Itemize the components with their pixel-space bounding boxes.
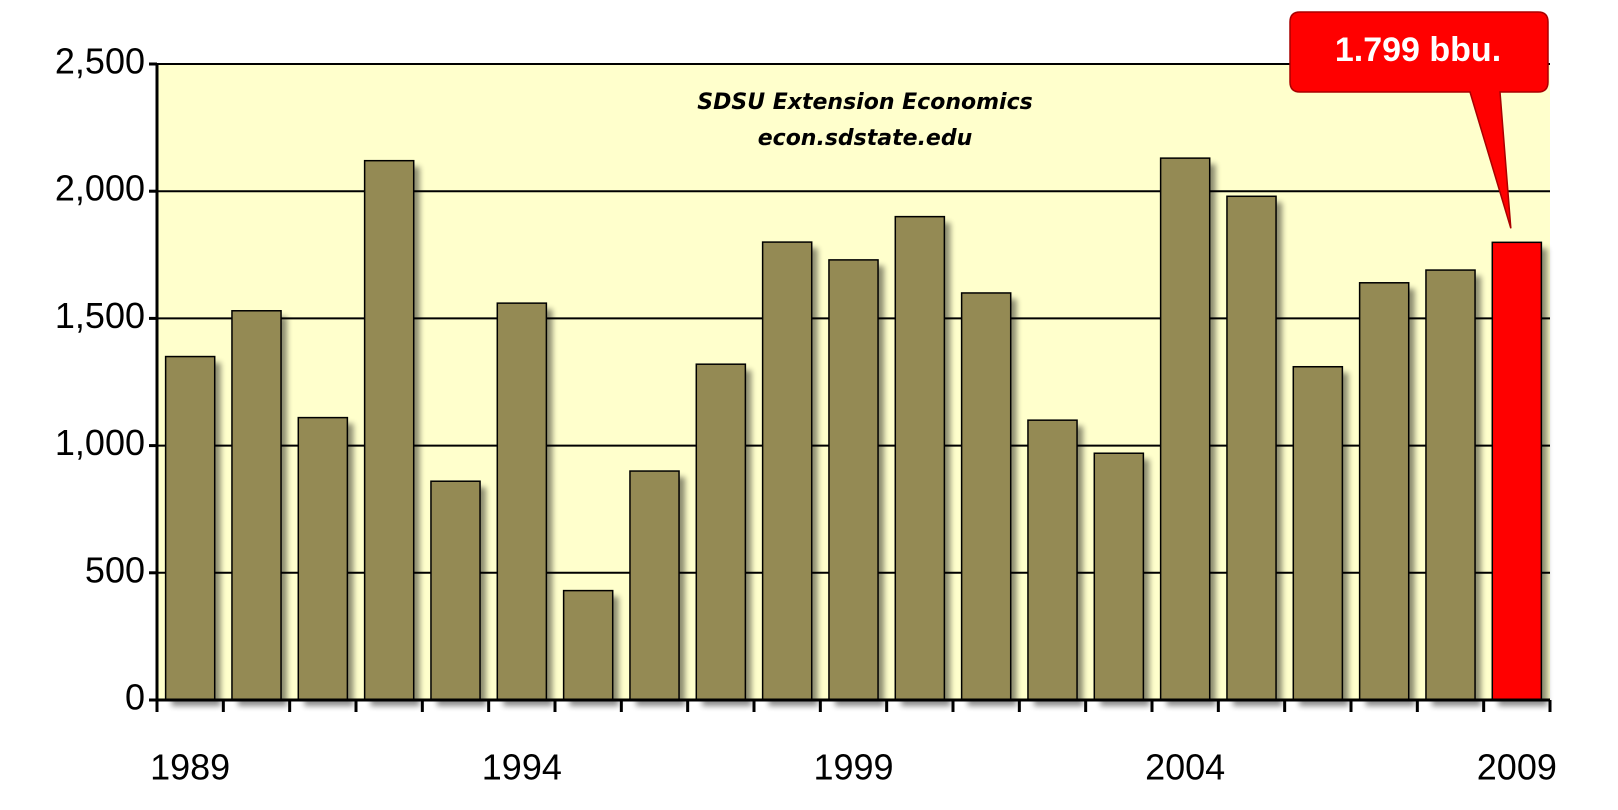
x-tick-label: 2004 [1145,747,1225,788]
bar [363,159,415,701]
bar [761,241,813,701]
y-tick-label: 1,500 [55,295,145,336]
x-tick-label: 2009 [1477,747,1557,788]
bar [430,480,481,701]
value-label: 1.799 bbu. [1335,31,1501,69]
x-tick-label: 1999 [813,747,893,788]
bar [297,416,349,701]
bar [1358,282,1410,701]
bar [1491,241,1543,701]
bar [231,310,282,701]
bar [1093,452,1145,701]
y-tick-label: 0 [125,677,145,718]
y-tick-label: 1,000 [55,422,145,463]
bar [629,470,680,701]
bar [164,355,216,701]
annotation: SDSU Extension Economics [697,90,1032,115]
bar [960,292,1012,701]
y-tick-label: 2,000 [55,168,145,209]
bar [894,215,946,701]
bar [1292,365,1344,701]
bar [695,363,747,701]
callout [1289,11,1549,229]
bar [828,259,879,701]
y-tick-label: 2,500 [55,41,145,82]
annotation: econ.sdstate.edu [758,126,973,151]
y-tick-label: 500 [85,549,145,590]
x-tick-label: 1989 [150,747,230,788]
x-tick-label: 1994 [482,747,562,788]
bar [562,589,614,701]
bar [1425,269,1476,701]
bar [1159,157,1211,701]
bar [1226,195,1277,701]
bar [1027,419,1078,701]
bar [496,302,548,701]
